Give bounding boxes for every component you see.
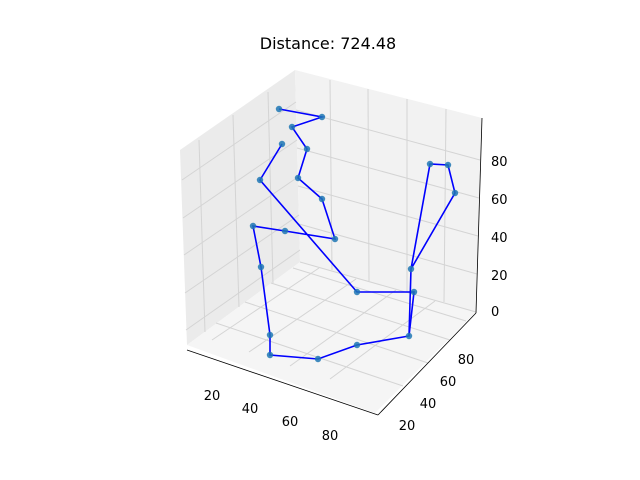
gridline [367,88,370,282]
route-point [275,105,283,113]
route-point [407,265,415,273]
gridline [297,185,479,237]
route-point [266,331,274,339]
y-tick-label: 60 [440,375,457,390]
route-point [426,160,434,168]
z-tick-label: 0 [491,305,499,320]
y-tick-label: 80 [458,353,475,368]
x-tick-label: 40 [242,402,259,417]
route-point [451,189,459,197]
back-pane-right [295,70,482,312]
z-tick-label: 80 [491,155,508,170]
route-point [318,113,326,121]
route-point [353,341,361,349]
route-point [353,288,361,296]
x-tick-label: 60 [282,415,299,430]
gridline [295,109,481,161]
gridline [181,101,297,181]
route-point [331,235,339,243]
route-point [444,161,452,169]
gridline [443,108,447,303]
route-point [266,351,274,359]
gridline [183,176,299,256]
chart-title: Distance: 724.48 [260,34,396,53]
x-axis-line [186,349,379,416]
gridline [232,114,240,308]
route-point [405,332,413,340]
route-point [288,123,296,131]
gridline [270,282,451,341]
route-point [410,288,418,296]
gridline [215,322,404,387]
route-point [318,195,326,203]
route-path [408,163,456,337]
route-point [249,222,257,230]
gridline [184,214,300,294]
gridline [185,249,301,331]
gridline [298,223,478,275]
route-point [281,227,289,235]
x-tick-label: 80 [322,429,339,444]
gridline [289,289,397,367]
y-axis-line [377,312,477,416]
gridline [244,301,429,364]
gridline [299,261,477,313]
z-tick-label: 40 [491,231,508,246]
route-point [256,176,264,184]
route-point [303,145,311,153]
route-point [314,355,322,363]
route-point [257,263,265,271]
gridline [292,267,467,322]
y-tick-label: 20 [399,419,416,434]
gridline [198,139,206,333]
gridline [296,147,480,199]
floor-pane [187,262,476,413]
route-point [294,174,302,182]
y-tick-label: 40 [420,397,437,412]
gridline [182,139,298,219]
route-point [278,140,286,148]
z-tick-label: 20 [491,269,508,284]
gridline [267,91,274,284]
z-tick-label: 60 [491,193,508,208]
z-axis-line [475,117,483,314]
x-tick-label: 20 [204,389,221,404]
route-points-layer [249,105,459,363]
